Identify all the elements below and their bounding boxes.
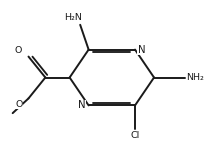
Text: N: N [138, 45, 146, 55]
Text: Cl: Cl [130, 131, 140, 140]
Text: H₂N: H₂N [64, 13, 82, 22]
Text: O: O [15, 46, 22, 55]
Text: N: N [78, 100, 86, 110]
Text: O: O [15, 100, 23, 109]
Text: NH₂: NH₂ [186, 73, 204, 82]
